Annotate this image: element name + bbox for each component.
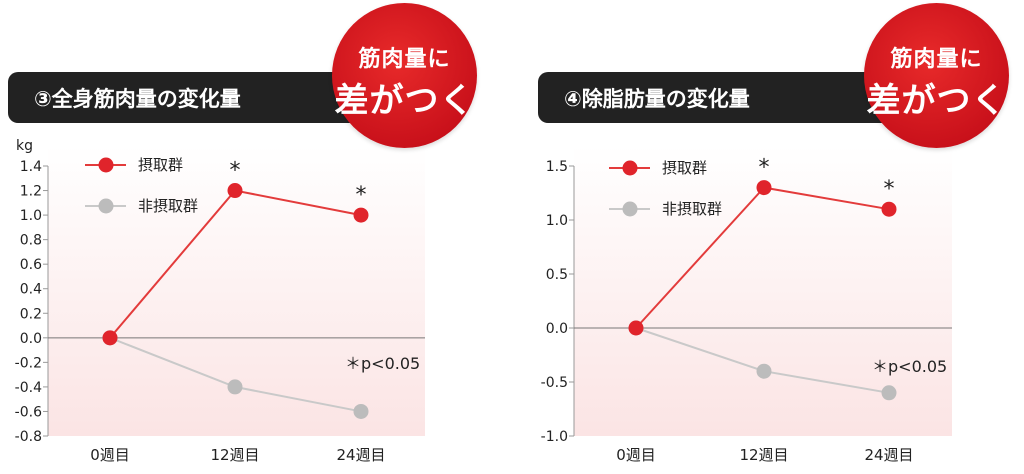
chart-title: ④除脂肪量の変化量 [538,72,894,123]
badge-top-text: 筋肉量に [358,47,451,72]
significance-mark: * [759,156,770,181]
x-tick-label: 12週目 [210,446,259,464]
y-tick-label: -1.0 [541,429,568,445]
legend-marker [622,160,638,176]
y-tick-label: 0.5 [546,267,568,283]
y-tick-label: 1.2 [20,184,42,200]
x-tick-label: 0週目 [616,446,656,464]
significance-mark: * [356,183,367,208]
data-point [102,330,118,346]
y-tick-label: 1.5 [546,159,568,175]
legend-label: 非摂取群 [138,197,198,215]
legend-marker [622,201,638,217]
badge: 筋肉量に 差がつく [332,3,477,148]
x-tick-label: 24週目 [336,446,385,464]
legend-label: 摂取群 [662,159,707,177]
significance-mark: * [884,177,895,202]
chart-panel-lean-mass: 1.5 1.0 0.5 0.0 -0.5 -1.0 0週目 12週目 24週目 * * 摂取群非摂取群… [524,0,1024,474]
p-value-note: ＊p<0.05 [872,357,947,376]
y-tick-label: 0.4 [20,282,42,298]
y-tick-label: -0.6 [15,404,42,420]
data-point [353,207,369,223]
legend-label: 非摂取群 [662,200,722,218]
chart-panel-whole-body-muscle: 1.4 1.2 1.0 0.8 0.6 0.4 0.2 0.0 -0.2 -0.4 -0.6 -0.8… [0,0,500,474]
y-tick-label: 0.0 [546,321,568,337]
y-tick-label: -0.5 [541,375,568,391]
data-point [756,180,772,196]
data-point [881,385,897,401]
badge-main-text: 差がつく [334,81,475,121]
y-tick-label: 1.0 [20,208,42,224]
chart-svg: 1.4 1.2 1.0 0.8 0.6 0.4 0.2 0.0 -0.2 -0.4 -0.6 -0.8… [15,138,425,464]
y-tick-label: 0.6 [20,257,42,273]
x-tick-label: 24週目 [864,446,913,464]
data-point [227,379,243,395]
p-value-note: ＊p<0.05 [345,354,420,373]
x-tick-label: 12週目 [739,446,788,464]
y-tick-label: -0.8 [15,429,42,445]
badge-main-text: 差がつく [866,81,1007,121]
data-point [628,320,644,336]
badge: 筋肉量に 差がつく [864,3,1009,148]
y-tick-label: 0.2 [20,306,42,322]
data-point [353,403,369,419]
y-tick-label: 0.8 [20,233,42,249]
legend-marker [98,157,114,173]
y-tick-label: 0.0 [20,331,42,347]
chart-title: ③全身筋肉量の変化量 [8,72,360,123]
badge-top-text: 筋肉量に [890,47,983,72]
legend-label: 摂取群 [138,156,183,174]
chart-svg: 1.5 1.0 0.5 0.0 -0.5 -1.0 0週目 12週目 24週目 * * 摂取群非摂取群… [541,146,952,464]
y-tick-label: -0.4 [15,380,42,396]
legend-marker [98,198,114,214]
y-tick-label: 1.4 [20,159,42,175]
data-point [881,201,897,217]
y-tick-label: -0.2 [15,355,42,371]
data-point [756,363,772,379]
x-tick-label: 0週目 [90,446,130,464]
y-axis-unit: kg [16,138,33,154]
y-tick-label: 1.0 [546,213,568,229]
data-point [227,183,243,199]
significance-mark: * [230,159,241,184]
